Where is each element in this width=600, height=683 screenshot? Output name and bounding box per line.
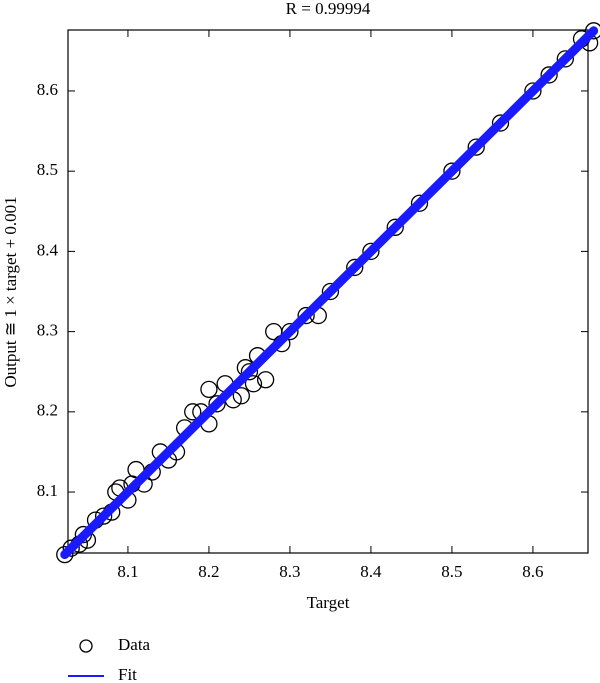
data-point [200,380,218,399]
data-point [94,507,113,525]
legend-label: Data [118,635,151,654]
chart-title: R = 0.99994 [286,0,371,18]
data-point [556,50,574,68]
data-point [443,162,461,180]
y-tick-label: 8.4 [37,240,59,259]
y-tick-label: 8.2 [37,401,58,420]
data-point [184,403,202,421]
data-point [62,539,80,557]
y-tick-label: 8.6 [37,80,58,99]
data-point [585,22,600,40]
data-point [491,114,510,132]
x-tick-label: 8.1 [117,562,138,581]
data-point [232,387,250,405]
x-tick-label: 8.3 [279,562,300,581]
fit-line [60,26,599,560]
x-tick-label: 8.2 [198,562,219,581]
legend-swatch [79,639,93,653]
data-point [524,82,542,100]
y-tick-label: 8.1 [37,481,58,500]
data-point [346,258,364,277]
x-tick-label: 8.6 [522,562,543,581]
y-tick-label: 8.3 [37,321,58,340]
data-point [362,242,380,261]
data-point [240,363,259,381]
data-point [256,371,275,389]
y-tick-label: 8.5 [37,160,58,179]
plot-frame [67,29,589,554]
legend-label: Fit [118,665,137,683]
data-point [297,306,315,325]
y-axis-label: Output ≅ 1 × target + 0.001 [1,196,20,387]
data-point [386,218,404,236]
data-point [208,395,226,413]
data-point [540,66,558,84]
data-point [410,194,429,212]
x-tick-label: 8.5 [441,562,462,581]
x-tick-label: 8.4 [360,562,382,581]
data-point [244,375,263,393]
data-point [321,282,340,301]
data-point [281,322,299,341]
x-axis-label: Target [307,593,350,612]
data-point [467,138,485,156]
data-point [56,545,74,564]
